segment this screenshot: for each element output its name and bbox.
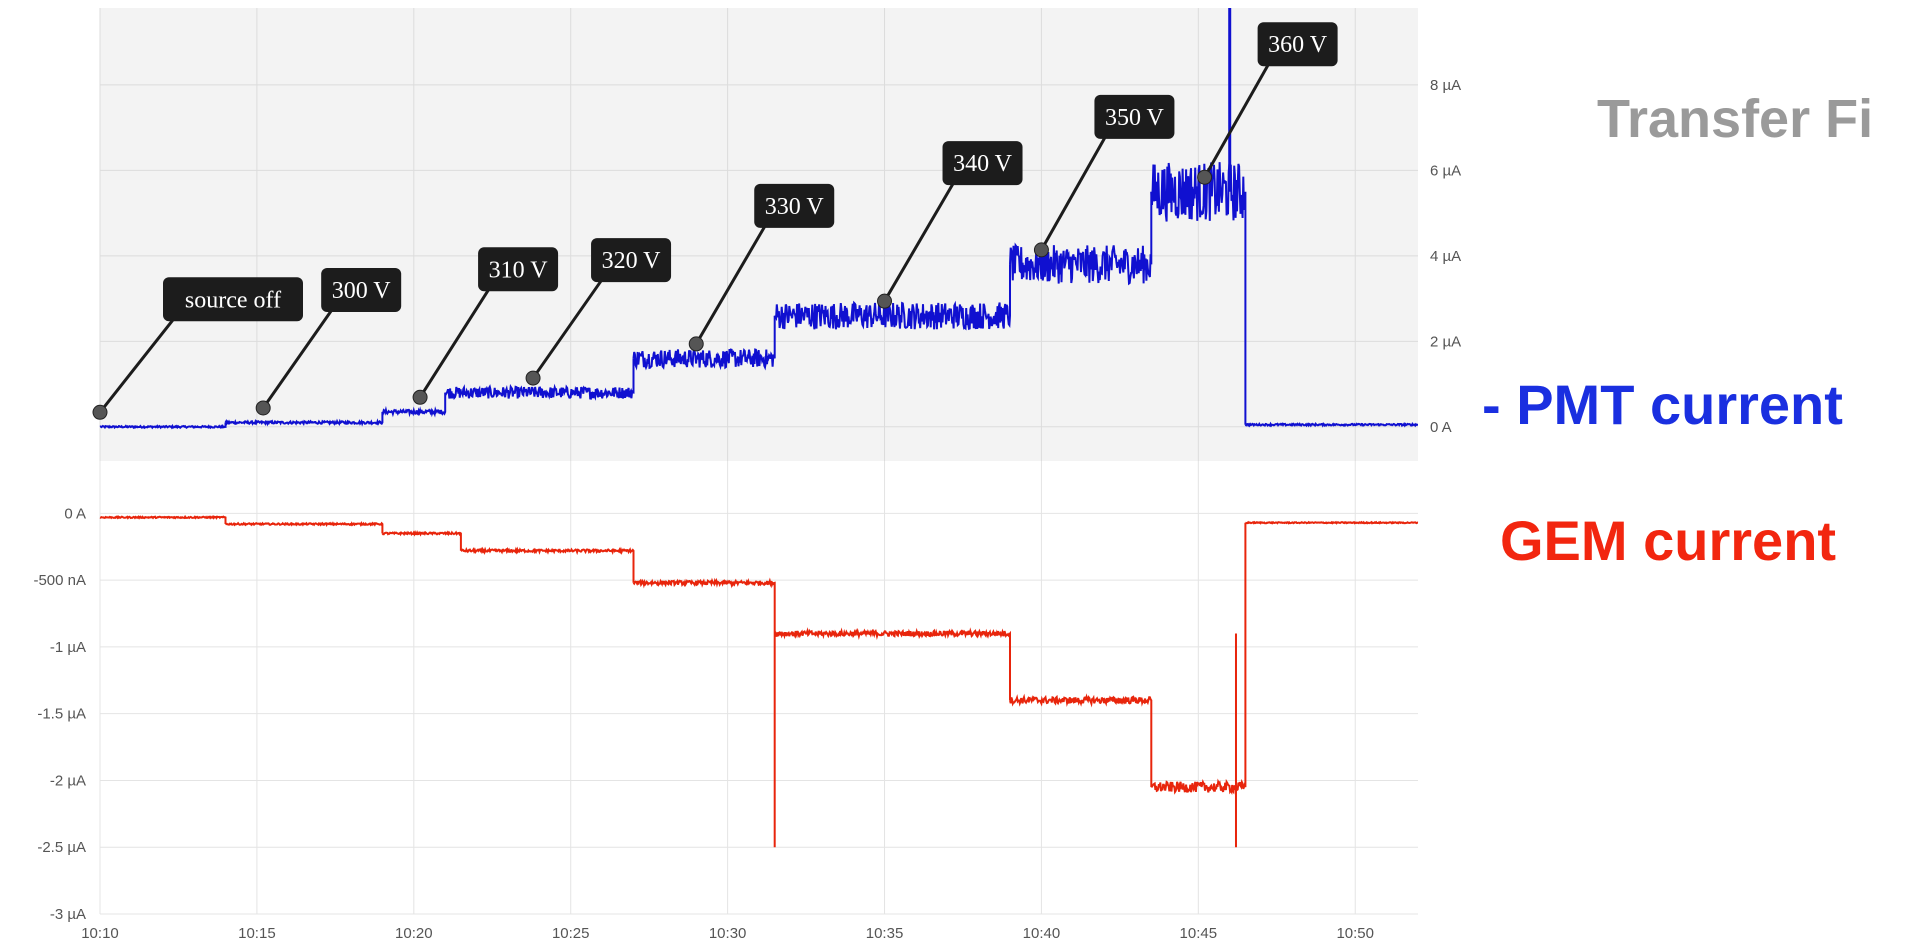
gem-y-tick-5: -2.5 µA — [37, 839, 86, 856]
annotation-label-2: 310 V — [489, 257, 549, 283]
annotation-box-6 — [1094, 94, 1175, 139]
x-tick-2: 10:20 — [395, 925, 433, 942]
pmt-segment-0 — [99, 422, 227, 430]
gem-series — [99, 514, 1419, 848]
annotation-marker-1 — [255, 400, 271, 416]
pmt-y-axis: 0 A 2 µA 4 µA 6 µA 8 µA — [1430, 77, 1461, 436]
gem-segment-7 — [1150, 522, 1247, 795]
annotation-box-0 — [163, 277, 303, 322]
annotation-marker-7 — [1197, 169, 1213, 185]
annotation-label-7: 360 V — [1268, 32, 1328, 58]
pmt-segment-8 — [1244, 421, 1418, 428]
annotation-box-7 — [1257, 22, 1338, 67]
gem-segment-1 — [225, 521, 384, 534]
gem-segment-4 — [632, 577, 776, 634]
annotation-label-5: 340 V — [953, 151, 1013, 177]
annotation-box-2 — [478, 247, 559, 292]
annotation-marker-2 — [412, 389, 428, 405]
gem-segment-8 — [1245, 520, 1419, 525]
annotation-box-5 — [942, 141, 1023, 186]
pmt-y-tick-4: 8 µA — [1430, 77, 1461, 94]
pmt-segment-5 — [773, 264, 1011, 331]
pmt-segment-4 — [632, 315, 776, 371]
pmt-segment-6 — [1009, 191, 1153, 286]
pmt-y-tick-1: 2 µA — [1430, 333, 1461, 350]
annotation-leader-0 — [98, 316, 177, 414]
annotation-leader-4 — [694, 223, 768, 345]
annotation-label-6: 350 V — [1105, 105, 1165, 131]
x-tick-6: 10:40 — [1023, 925, 1061, 942]
annotation-marker-0 — [92, 404, 108, 420]
gem-segment-0 — [99, 514, 227, 524]
gem-segment-2 — [381, 529, 462, 551]
x-tick-4: 10:30 — [709, 925, 747, 942]
annotation-marker-4 — [688, 336, 704, 352]
gem-segment-3 — [460, 546, 635, 583]
pmt-segment-1 — [224, 411, 384, 427]
annotation-marker-5 — [877, 293, 893, 309]
pmt-grid — [99, 8, 1418, 461]
pmt-current-label: - PMT current — [1482, 373, 1843, 436]
x-tick-5: 10:35 — [866, 925, 904, 942]
x-tick-7: 10:45 — [1180, 925, 1218, 942]
annotation-box-1 — [321, 267, 402, 312]
annotation-leader-6 — [1040, 134, 1108, 251]
annotation-leader-2 — [418, 286, 492, 399]
gem-current-label: GEM current — [1500, 509, 1837, 572]
pmt-y-tick-3: 6 µA — [1430, 162, 1461, 179]
gem-y-tick-6: -3 µA — [50, 906, 86, 923]
x-tick-8: 10:50 — [1336, 925, 1374, 942]
annotation-leader-5 — [883, 180, 956, 302]
annotation-leader-7 — [1203, 61, 1271, 178]
gem-segment-6 — [1009, 693, 1153, 788]
annotation-label-0: source off — [185, 287, 281, 313]
x-tick-0: 10:10 — [81, 925, 119, 942]
gem-segment-5 — [774, 627, 1011, 701]
annotation-marker-6 — [1033, 242, 1049, 258]
annotation-leader-1 — [261, 307, 335, 409]
x-axis: 10:10 10:15 10:20 10:25 10:30 10:35 10:40 10:45… — [81, 925, 1374, 942]
annotation-label-1: 300 V — [332, 278, 392, 304]
annotation-box-3 — [591, 238, 672, 283]
pmt-segment-2 — [381, 392, 447, 418]
gem-y-tick-2: -1 µA — [50, 639, 86, 656]
x-tick-3: 10:25 — [552, 925, 590, 942]
annotations: source off 300 V 310 V 320 V 330 V 340 V 350 V… — [92, 22, 1338, 420]
annotation-leader-3 — [531, 277, 605, 379]
annotation-marker-3 — [525, 370, 541, 386]
gem-grid — [99, 461, 1418, 915]
pmt-segment-3 — [444, 358, 635, 401]
gem-y-tick-1: -500 nA — [33, 572, 86, 589]
pmt-series — [99, 8, 1418, 430]
gem-y-tick-4: -2 µA — [50, 772, 86, 789]
annotation-box-4 — [754, 183, 835, 228]
annotation-label-3: 320 V — [602, 248, 662, 274]
x-tick-1: 10:15 — [238, 925, 276, 942]
annotation-label-4: 330 V — [765, 194, 825, 220]
side-title: Transfer Fi — [1597, 89, 1874, 149]
pmt-y-tick-0: 0 A — [1430, 419, 1452, 436]
pmt-y-tick-2: 4 µA — [1430, 248, 1461, 265]
gem-y-tick-3: -1.5 µA — [37, 706, 86, 723]
gem-y-tick-0: 0 A — [64, 505, 86, 522]
gem-y-axis: 0 A -500 nA -1 µA -1.5 µA -2 µA -2.5 µA -3 µA — [33, 505, 86, 923]
